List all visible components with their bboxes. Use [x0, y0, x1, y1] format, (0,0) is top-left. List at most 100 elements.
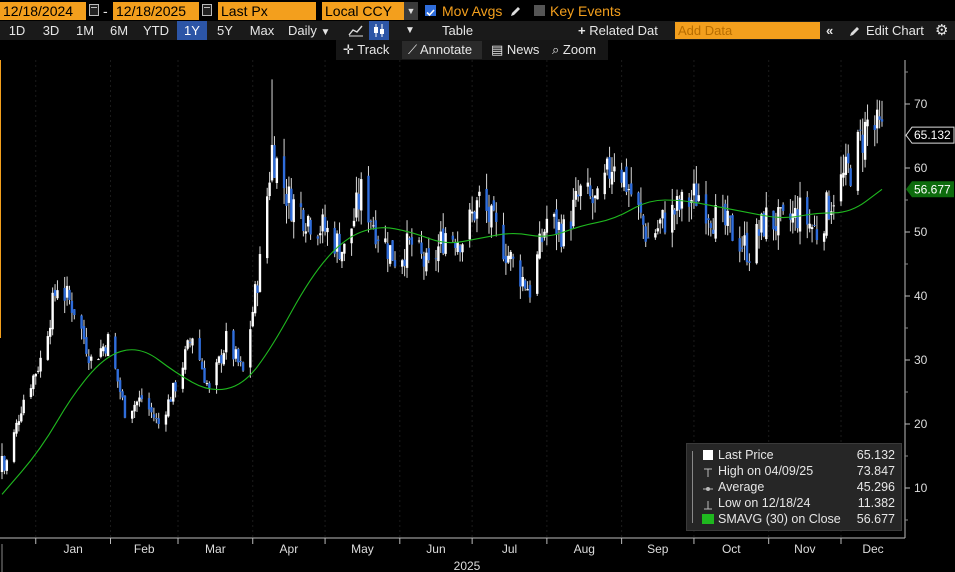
candle-body	[740, 247, 744, 249]
candle-body	[847, 153, 850, 164]
candle-body	[721, 206, 725, 208]
y-tick-label: 40	[914, 289, 928, 303]
candle-body	[285, 193, 288, 206]
candle-body	[610, 171, 614, 185]
candle-body	[781, 204, 785, 211]
currency-select[interactable]: Local CCY	[322, 2, 404, 20]
mov-avgs-checkbox[interactable]	[425, 5, 436, 17]
period-max-button[interactable]: Max	[249, 23, 275, 38]
candle-body	[757, 229, 761, 236]
candle-body	[437, 246, 440, 262]
candle-body	[51, 292, 54, 330]
calendar-icon[interactable]	[202, 4, 212, 16]
candle-body	[603, 172, 606, 195]
chevron-down-icon[interactable]: ▼	[404, 2, 418, 20]
candle-body	[384, 238, 387, 243]
end-date-field[interactable]: 12/18/2025	[113, 2, 199, 20]
candle-body	[292, 199, 295, 223]
candle-body	[504, 255, 508, 263]
candle-body	[827, 195, 831, 220]
track-button[interactable]: ✛ Track	[343, 40, 389, 59]
candle-body	[574, 190, 578, 200]
candle-body	[605, 158, 609, 170]
period-3d-button[interactable]: 3D	[42, 23, 60, 38]
candle-body	[569, 221, 573, 229]
candle-body	[625, 166, 628, 192]
candle-body	[560, 223, 563, 247]
line-chart-icon[interactable]	[348, 24, 364, 37]
collapse-icon[interactable]: «	[826, 23, 834, 38]
edit-chart-button[interactable]: Edit Chart	[866, 23, 924, 38]
candle-body	[856, 131, 860, 191]
annotate-button[interactable]	[402, 41, 482, 59]
candle-body	[543, 231, 546, 238]
candle-body	[340, 251, 344, 262]
period-1y-button[interactable]: 1Y	[177, 21, 207, 40]
candle-body	[17, 421, 21, 425]
pencil-icon[interactable]	[509, 5, 522, 18]
period-5y-button[interactable]: 5Y	[217, 23, 233, 38]
candle-body	[97, 359, 100, 361]
frequency-select[interactable]: Daily ▼	[288, 21, 330, 42]
x-month-label: Sep	[647, 542, 669, 556]
candle-body	[376, 239, 380, 242]
table-button[interactable]: Table	[442, 23, 474, 38]
period-1m-button[interactable]: 1M	[75, 23, 95, 38]
candle-body	[572, 199, 575, 227]
calendar-icon[interactable]	[89, 4, 99, 16]
candle-body	[316, 236, 320, 239]
candle-body	[444, 233, 447, 254]
candle-body	[241, 362, 245, 371]
news-label: News	[506, 42, 540, 57]
header-toolbar: 12/18/2024 - 12/18/2025 Last Px Local CC…	[0, 0, 955, 22]
candle-body	[138, 397, 141, 402]
candle-body	[5, 460, 9, 471]
field-select[interactable]: Last Px	[218, 2, 316, 20]
zoom-button[interactable]: ⌕ Zoom	[552, 40, 596, 59]
y-tick-label: 50	[914, 225, 928, 239]
candle-body	[591, 197, 594, 204]
candle-body	[458, 245, 462, 253]
news-button[interactable]: ▤ News	[491, 40, 539, 59]
candle-body	[658, 219, 662, 224]
x-month-label: Mar	[205, 542, 226, 556]
candle-body	[627, 189, 631, 191]
candle-body	[468, 209, 471, 240]
period-1d-button[interactable]: 1D	[8, 23, 26, 38]
chevron-down-icon: ▼	[320, 27, 331, 38]
candle-body	[842, 172, 845, 178]
candle-body	[393, 260, 397, 267]
candle-body	[844, 156, 848, 175]
candle-body	[427, 248, 430, 261]
candle-body	[102, 346, 105, 352]
candle-body	[15, 422, 18, 434]
sma-tag-text: 56.677	[914, 182, 951, 196]
add-data-input[interactable]: Add Data	[675, 22, 820, 39]
period-6m-button[interactable]: 6M	[109, 23, 129, 38]
related-data-button[interactable]: + Related Dat	[578, 21, 658, 40]
candle-body	[644, 226, 647, 242]
x-month-label: Nov	[794, 542, 815, 556]
gear-icon[interactable]: ⚙	[935, 22, 949, 39]
period-ytd-button[interactable]: YTD	[143, 23, 169, 38]
key-events-checkbox[interactable]	[534, 5, 545, 16]
start-date-field[interactable]: 12/18/2024	[0, 2, 86, 20]
legend-name: Low on 12/18/24	[718, 496, 811, 510]
candle-body	[391, 240, 394, 261]
candle-body	[678, 199, 681, 210]
candlestick-type-button[interactable]	[369, 21, 389, 40]
y-tick-label: 70	[914, 97, 928, 111]
candle-body	[528, 285, 532, 298]
candle-body	[3, 455, 6, 471]
candle-body	[388, 245, 392, 264]
candle-body	[880, 119, 884, 122]
candle-body	[839, 174, 843, 202]
candle-body	[777, 207, 780, 236]
candle-body	[270, 144, 274, 181]
candle-body	[596, 188, 599, 200]
period-toolbar: 1D 3D 1M 6M YTD 1Y 5Y Max Daily ▼ ▼ Tabl…	[0, 21, 955, 40]
candle-body	[169, 399, 172, 402]
chevron-down-icon[interactable]: ▼	[405, 25, 415, 36]
x-month-label: Aug	[574, 542, 595, 556]
price-chart[interactable]: 10 20 30 40 50 60 70 Jan Feb Mar Apr May Jun Jul Aug S…	[0, 60, 955, 572]
